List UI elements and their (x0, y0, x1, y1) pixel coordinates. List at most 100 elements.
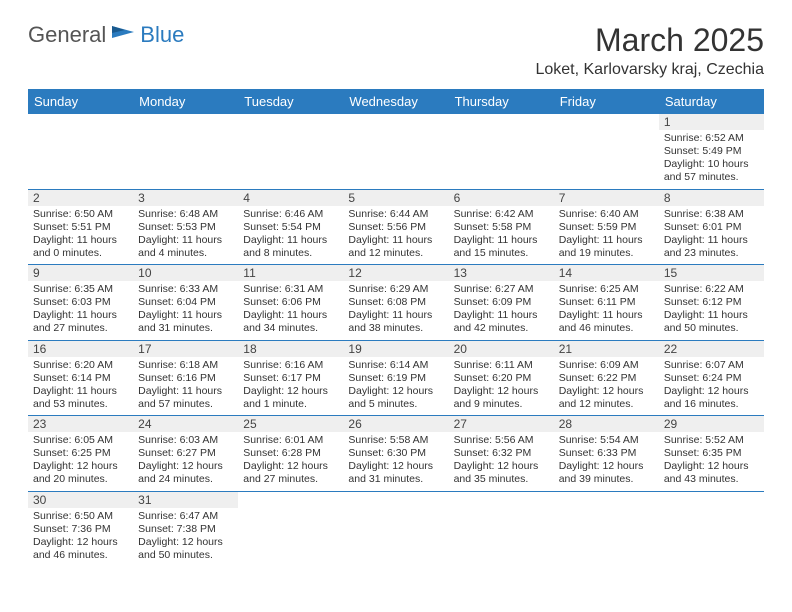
day-number: 16 (28, 341, 133, 357)
location: Loket, Karlovarsky kraj, Czechia (535, 61, 764, 79)
day-details: Sunrise: 5:56 AMSunset: 6:32 PMDaylight:… (449, 432, 554, 491)
day-number: 22 (659, 341, 764, 357)
logo-text-2: Blue (140, 22, 184, 48)
calendar-cell (554, 491, 659, 566)
day-details: Sunrise: 6:18 AMSunset: 6:16 PMDaylight:… (133, 357, 238, 416)
calendar-row: 9Sunrise: 6:35 AMSunset: 6:03 PMDaylight… (28, 265, 764, 341)
calendar-cell: 7Sunrise: 6:40 AMSunset: 5:59 PMDaylight… (554, 189, 659, 265)
day-details: Sunrise: 6:27 AMSunset: 6:09 PMDaylight:… (449, 281, 554, 340)
day-number: 23 (28, 416, 133, 432)
day-details: Sunrise: 6:16 AMSunset: 6:17 PMDaylight:… (238, 357, 343, 416)
calendar-cell: 25Sunrise: 6:01 AMSunset: 6:28 PMDayligh… (238, 416, 343, 492)
day-details: Sunrise: 6:47 AMSunset: 7:38 PMDaylight:… (133, 508, 238, 567)
day-details: Sunrise: 6:33 AMSunset: 6:04 PMDaylight:… (133, 281, 238, 340)
calendar-cell: 10Sunrise: 6:33 AMSunset: 6:04 PMDayligh… (133, 265, 238, 341)
calendar-cell (28, 114, 133, 189)
calendar-cell: 15Sunrise: 6:22 AMSunset: 6:12 PMDayligh… (659, 265, 764, 341)
day-number: 12 (343, 265, 448, 281)
day-details: Sunrise: 6:50 AMSunset: 5:51 PMDaylight:… (28, 206, 133, 265)
day-details: Sunrise: 6:14 AMSunset: 6:19 PMDaylight:… (343, 357, 448, 416)
calendar-cell: 26Sunrise: 5:58 AMSunset: 6:30 PMDayligh… (343, 416, 448, 492)
logo: General Blue (28, 22, 184, 48)
calendar-cell (133, 114, 238, 189)
day-header-row: SundayMondayTuesdayWednesdayThursdayFrid… (28, 89, 764, 114)
header: General Blue March 2025 Loket, Karlovars… (28, 22, 764, 79)
day-number: 19 (343, 341, 448, 357)
day-number: 18 (238, 341, 343, 357)
calendar-cell: 2Sunrise: 6:50 AMSunset: 5:51 PMDaylight… (28, 189, 133, 265)
calendar-cell: 13Sunrise: 6:27 AMSunset: 6:09 PMDayligh… (449, 265, 554, 341)
day-header: Wednesday (343, 89, 448, 114)
calendar-cell (554, 114, 659, 189)
day-details: Sunrise: 6:40 AMSunset: 5:59 PMDaylight:… (554, 206, 659, 265)
day-details: Sunrise: 6:22 AMSunset: 6:12 PMDaylight:… (659, 281, 764, 340)
day-details: Sunrise: 6:09 AMSunset: 6:22 PMDaylight:… (554, 357, 659, 416)
calendar-row: 30Sunrise: 6:50 AMSunset: 7:36 PMDayligh… (28, 491, 764, 566)
day-header: Monday (133, 89, 238, 114)
calendar-cell: 14Sunrise: 6:25 AMSunset: 6:11 PMDayligh… (554, 265, 659, 341)
calendar-cell: 20Sunrise: 6:11 AMSunset: 6:20 PMDayligh… (449, 340, 554, 416)
day-header: Saturday (659, 89, 764, 114)
calendar-row: 16Sunrise: 6:20 AMSunset: 6:14 PMDayligh… (28, 340, 764, 416)
day-details: Sunrise: 6:42 AMSunset: 5:58 PMDaylight:… (449, 206, 554, 265)
calendar-cell (449, 491, 554, 566)
calendar-cell: 9Sunrise: 6:35 AMSunset: 6:03 PMDaylight… (28, 265, 133, 341)
day-number: 8 (659, 190, 764, 206)
calendar-cell (449, 114, 554, 189)
day-number: 11 (238, 265, 343, 281)
day-number: 17 (133, 341, 238, 357)
calendar-cell: 29Sunrise: 5:52 AMSunset: 6:35 PMDayligh… (659, 416, 764, 492)
day-number: 21 (554, 341, 659, 357)
calendar-cell: 19Sunrise: 6:14 AMSunset: 6:19 PMDayligh… (343, 340, 448, 416)
day-details: Sunrise: 5:52 AMSunset: 6:35 PMDaylight:… (659, 432, 764, 491)
day-header: Sunday (28, 89, 133, 114)
day-number: 6 (449, 190, 554, 206)
calendar-cell: 23Sunrise: 6:05 AMSunset: 6:25 PMDayligh… (28, 416, 133, 492)
day-number: 15 (659, 265, 764, 281)
day-number: 28 (554, 416, 659, 432)
calendar-cell: 4Sunrise: 6:46 AMSunset: 5:54 PMDaylight… (238, 189, 343, 265)
day-details: Sunrise: 6:46 AMSunset: 5:54 PMDaylight:… (238, 206, 343, 265)
day-details: Sunrise: 6:25 AMSunset: 6:11 PMDaylight:… (554, 281, 659, 340)
calendar-cell: 5Sunrise: 6:44 AMSunset: 5:56 PMDaylight… (343, 189, 448, 265)
calendar-cell: 8Sunrise: 6:38 AMSunset: 6:01 PMDaylight… (659, 189, 764, 265)
day-header: Tuesday (238, 89, 343, 114)
day-details: Sunrise: 5:54 AMSunset: 6:33 PMDaylight:… (554, 432, 659, 491)
calendar-cell: 21Sunrise: 6:09 AMSunset: 6:22 PMDayligh… (554, 340, 659, 416)
calendar-cell (659, 491, 764, 566)
day-number: 1 (659, 114, 764, 130)
day-details: Sunrise: 6:05 AMSunset: 6:25 PMDaylight:… (28, 432, 133, 491)
day-number: 7 (554, 190, 659, 206)
calendar-cell: 22Sunrise: 6:07 AMSunset: 6:24 PMDayligh… (659, 340, 764, 416)
calendar-cell: 28Sunrise: 5:54 AMSunset: 6:33 PMDayligh… (554, 416, 659, 492)
calendar-cell: 6Sunrise: 6:42 AMSunset: 5:58 PMDaylight… (449, 189, 554, 265)
day-details: Sunrise: 6:31 AMSunset: 6:06 PMDaylight:… (238, 281, 343, 340)
calendar-cell (343, 491, 448, 566)
day-number: 13 (449, 265, 554, 281)
calendar-cell: 31Sunrise: 6:47 AMSunset: 7:38 PMDayligh… (133, 491, 238, 566)
day-details: Sunrise: 5:58 AMSunset: 6:30 PMDaylight:… (343, 432, 448, 491)
day-details: Sunrise: 6:35 AMSunset: 6:03 PMDaylight:… (28, 281, 133, 340)
calendar-cell: 17Sunrise: 6:18 AMSunset: 6:16 PMDayligh… (133, 340, 238, 416)
logo-text-1: General (28, 22, 106, 48)
day-number: 30 (28, 492, 133, 508)
calendar-cell (238, 491, 343, 566)
day-number: 2 (28, 190, 133, 206)
calendar-cell: 12Sunrise: 6:29 AMSunset: 6:08 PMDayligh… (343, 265, 448, 341)
day-number: 10 (133, 265, 238, 281)
day-number: 24 (133, 416, 238, 432)
page-title: March 2025 (535, 22, 764, 59)
day-number: 14 (554, 265, 659, 281)
day-number: 4 (238, 190, 343, 206)
day-header: Friday (554, 89, 659, 114)
calendar-row: 2Sunrise: 6:50 AMSunset: 5:51 PMDaylight… (28, 189, 764, 265)
day-details: Sunrise: 6:52 AMSunset: 5:49 PMDaylight:… (659, 130, 764, 189)
day-details: Sunrise: 6:50 AMSunset: 7:36 PMDaylight:… (28, 508, 133, 567)
day-number: 31 (133, 492, 238, 508)
day-details: Sunrise: 6:07 AMSunset: 6:24 PMDaylight:… (659, 357, 764, 416)
calendar-cell: 16Sunrise: 6:20 AMSunset: 6:14 PMDayligh… (28, 340, 133, 416)
day-number: 9 (28, 265, 133, 281)
day-number: 26 (343, 416, 448, 432)
day-details: Sunrise: 6:44 AMSunset: 5:56 PMDaylight:… (343, 206, 448, 265)
day-details: Sunrise: 6:01 AMSunset: 6:28 PMDaylight:… (238, 432, 343, 491)
